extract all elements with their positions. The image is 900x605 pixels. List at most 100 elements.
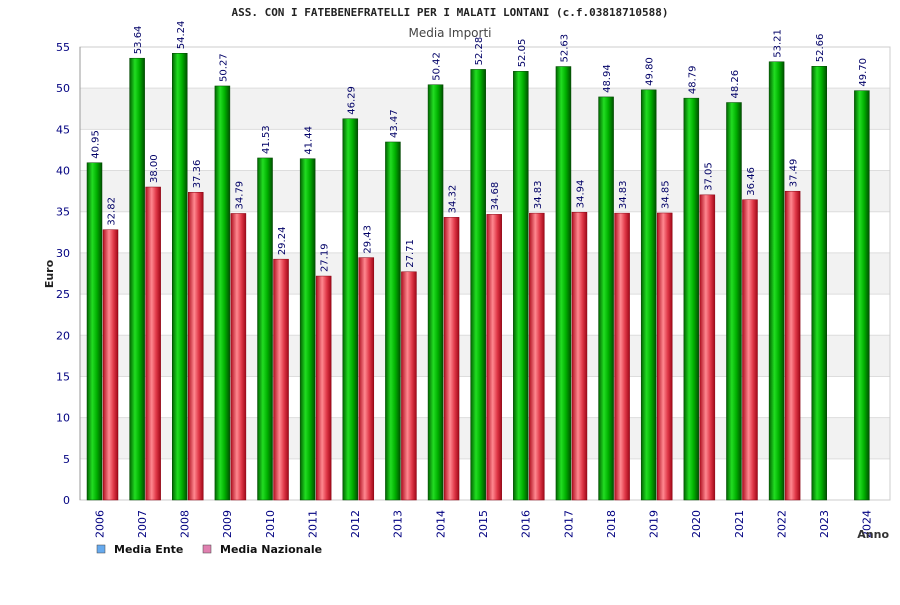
- data-label-media-ente-2009: 50.27: [218, 53, 229, 82]
- bar-media-ente-2009: [214, 85, 231, 501]
- data-label-media-nazionale-2012: 29.43: [362, 225, 373, 254]
- data-label-media-ente-2019: 49.80: [645, 57, 656, 86]
- bar-media-ente-2020: [683, 97, 700, 501]
- y-tick-label: 50: [56, 82, 70, 95]
- bar-media-nazionale-2018: [614, 212, 630, 501]
- x-tick-label-2012: 2012: [349, 510, 362, 538]
- y-tick-label: 0: [63, 494, 70, 507]
- bar-media-nazionale-2017: [571, 211, 588, 501]
- data-label-media-ente-2017: 52.63: [559, 34, 570, 63]
- chart-subtitle: Media Importi: [408, 26, 491, 40]
- bar-media-nazionale-2013: [401, 271, 417, 501]
- y-tick-label: 55: [56, 41, 70, 54]
- data-label-media-ente-2008: 54.24: [176, 21, 187, 50]
- legend-swatch-media-ente: [96, 544, 106, 554]
- bar-media-ente-2019: [640, 89, 657, 501]
- data-label-media-ente-2011: 41.44: [304, 126, 315, 155]
- legend: Media Ente Media Nazionale: [96, 543, 322, 556]
- data-label-media-ente-2016: 52.05: [517, 39, 528, 68]
- y-tick-label: 25: [56, 288, 70, 301]
- bar-media-ente-2007: [129, 57, 145, 501]
- data-label-media-ente-2007: 53.64: [133, 26, 144, 55]
- data-label-media-ente-2024: 49.70: [858, 58, 869, 87]
- data-label-media-nazionale-2021: 36.46: [746, 167, 757, 196]
- data-label-media-ente-2014: 50.42: [432, 52, 443, 81]
- bar-media-nazionale-2022: [784, 190, 801, 501]
- data-label-media-nazionale-2006: 32.82: [107, 197, 118, 226]
- bar-media-ente-2006: [86, 162, 103, 501]
- data-label-media-nazionale-2008: 37.36: [192, 160, 203, 189]
- legend-item-media-nazionale: Media Nazionale: [202, 543, 322, 556]
- bar-media-ente-2024: [854, 90, 870, 501]
- bar-media-ente-2011: [299, 158, 316, 501]
- bar-media-ente-2017: [555, 66, 572, 501]
- data-label-media-nazionale-2019: 34.85: [661, 180, 672, 209]
- bar-media-nazionale-2009: [230, 213, 247, 501]
- data-label-media-nazionale-2010: 29.24: [277, 227, 288, 256]
- data-label-media-nazionale-2022: 37.49: [789, 159, 800, 188]
- y-axis-ticks: 0 5 10 15 20 25 30 35 40 45 50 55: [56, 41, 70, 507]
- data-label-media-nazionale-2020: 37.05: [703, 162, 714, 191]
- data-label-media-nazionale-2018: 34.83: [618, 180, 629, 209]
- x-tick-label-2018: 2018: [605, 510, 618, 538]
- bar-media-ente-2014: [427, 84, 444, 501]
- data-label-media-ente-2022: 53.21: [773, 29, 784, 58]
- y-axis-label: Euro: [43, 259, 56, 288]
- x-tick-label-2009: 2009: [221, 510, 234, 538]
- data-label-media-nazionale-2013: 27.71: [405, 239, 416, 268]
- data-label-media-ente-2013: 43.47: [389, 109, 400, 138]
- x-tick-label-2024: 2024: [861, 510, 874, 538]
- bar-media-nazionale-2007: [145, 186, 161, 501]
- y-tick-label: 45: [56, 123, 70, 136]
- y-tick-label: 40: [56, 165, 70, 178]
- data-label-media-ente-2012: 46.29: [346, 86, 357, 115]
- bar-media-ente-2023: [811, 66, 827, 501]
- bar-media-nazionale-2008: [188, 192, 204, 501]
- data-label-media-nazionale-2011: 27.19: [320, 243, 331, 272]
- x-axis-label: Anno: [857, 528, 889, 541]
- y-tick-label: 15: [56, 370, 70, 383]
- x-tick-label-2007: 2007: [136, 510, 149, 538]
- x-tick-label-2017: 2017: [562, 510, 575, 538]
- bar-media-ente-2008: [172, 53, 188, 501]
- x-tick-label-2021: 2021: [733, 510, 746, 538]
- x-tick-label-2014: 2014: [434, 510, 447, 538]
- legend-item-media-ente: Media Ente: [96, 543, 183, 556]
- y-tick-label: 35: [56, 206, 70, 219]
- y-tick-label: 5: [63, 453, 70, 466]
- bar-media-ente-2015: [470, 69, 486, 501]
- bar-media-nazionale-2015: [486, 214, 502, 501]
- data-label-media-nazionale-2015: 34.68: [490, 182, 501, 211]
- data-label-media-nazionale-2017: 34.94: [575, 180, 586, 209]
- data-label-media-nazionale-2007: 38.00: [149, 154, 160, 183]
- x-tick-label-2022: 2022: [775, 510, 788, 538]
- x-tick-label-2011: 2011: [306, 510, 319, 538]
- x-tick-label-2016: 2016: [520, 510, 533, 538]
- y-tick-label: 20: [56, 329, 70, 342]
- x-tick-label-2006: 2006: [93, 510, 106, 538]
- data-label-media-ente-2021: 48.26: [730, 70, 741, 99]
- x-axis-ticks: 2006 2007 2008 2009 2010 2011 2012 2013 2014 2015…: [93, 510, 873, 538]
- legend-label-media-nazionale: Media Nazionale: [220, 543, 322, 556]
- bar-media-ente-2021: [726, 102, 742, 501]
- x-tick-label-2008: 2008: [179, 510, 192, 538]
- x-tick-label-2015: 2015: [477, 510, 490, 538]
- bar-media-nazionale-2014: [443, 217, 460, 501]
- bar-media-nazionale-2010: [273, 258, 289, 501]
- data-label-media-nazionale-2014: 34.32: [448, 185, 459, 214]
- legend-swatch-media-nazionale: [202, 544, 212, 554]
- bar-media-nazionale-2006: [102, 229, 119, 501]
- data-label-media-nazionale-2009: 34.79: [234, 181, 245, 210]
- bar-media-ente-2016: [513, 71, 529, 501]
- data-label-media-ente-2006: 40.95: [91, 130, 102, 159]
- y-tick-label: 30: [56, 247, 70, 260]
- y-tick-label: 10: [56, 412, 70, 425]
- bars: 40.95 32.82 53.64 38.00 54.24 37.36 50.27 34.79…: [86, 21, 870, 501]
- x-tick-label-2023: 2023: [818, 510, 831, 538]
- bar-media-ente-2012: [342, 118, 359, 501]
- bar-media-ente-2013: [385, 141, 401, 501]
- bar-media-nazionale-2016: [529, 212, 545, 501]
- chart-title: ASS. CON I FATEBENEFRATELLI PER I MALATI…: [231, 6, 668, 19]
- bar-media-nazionale-2011: [315, 275, 332, 501]
